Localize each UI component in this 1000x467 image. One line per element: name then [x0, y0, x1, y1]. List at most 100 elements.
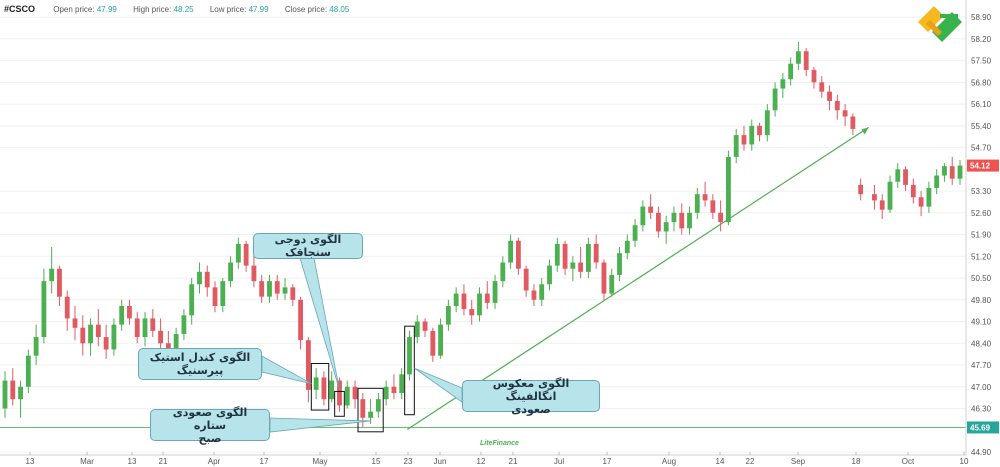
candle-body-106 — [827, 91, 832, 101]
morning-star-pattern-box — [357, 387, 384, 433]
y-tick-13: 49.80 — [971, 296, 992, 305]
x-tick-14: Aug — [662, 457, 676, 466]
candle-20 — [158, 318, 163, 350]
doji-pattern-box — [334, 390, 345, 417]
candle-39 — [305, 337, 311, 403]
candle-28 — [220, 278, 226, 313]
candle-body-85 — [663, 222, 669, 232]
candle-body-31 — [243, 243, 249, 266]
price-tag-bg-7 — [967, 159, 999, 172]
candle-body-63 — [492, 281, 498, 303]
y-axis-background — [966, 0, 1000, 467]
candle-64 — [500, 256, 506, 288]
candle-24 — [189, 278, 195, 325]
candle-body-88 — [687, 212, 692, 229]
candle-body-18 — [142, 318, 148, 338]
candle-83 — [648, 194, 654, 220]
candle-58 — [453, 287, 459, 313]
candle-body-94 — [733, 135, 739, 157]
candle-body-99 — [772, 88, 778, 111]
candle-106 — [827, 85, 832, 111]
x-tick-4: Apr — [208, 457, 221, 466]
candle-body-19 — [150, 318, 156, 331]
candle-97 — [757, 122, 762, 142]
engulfing-callout: الگوی معکوس انگالفینگ صعودی — [462, 377, 600, 416]
candle-79 — [617, 246, 622, 282]
candle-47 — [368, 399, 374, 425]
candle-88 — [687, 206, 692, 235]
y-tick-11: 51.20 — [971, 252, 992, 261]
candle-66 — [515, 237, 521, 275]
candle-body-107 — [834, 100, 840, 111]
candle-18 — [142, 312, 148, 347]
candles-group — [2, 41, 963, 428]
candle-body-47 — [368, 411, 374, 418]
candle-body-67 — [523, 268, 529, 291]
candle-body-108 — [842, 110, 848, 117]
candle-body-7 — [57, 268, 62, 297]
candle-body-20 — [158, 330, 163, 344]
ohlc-header: #CSCO Open price: 47.99 High price: 48.2… — [4, 4, 357, 14]
open-label: Open price: — [53, 5, 95, 14]
candle-91 — [710, 194, 716, 220]
candle-80 — [624, 234, 630, 260]
candle-103 — [803, 48, 809, 77]
candle-body-35 — [274, 281, 280, 294]
candle-body-30 — [235, 243, 241, 263]
symbol-label: #CSCO — [4, 4, 36, 14]
x-tick-7: 15 — [372, 457, 381, 466]
candle-body-73 — [570, 262, 576, 269]
candle-122 — [957, 160, 963, 185]
candle-86 — [671, 206, 677, 232]
x-tick-1: Mar — [80, 457, 94, 466]
candle-body-77 — [601, 262, 607, 294]
candle-body-8 — [64, 296, 70, 319]
candle-111 — [872, 184, 877, 210]
candle-40 — [313, 368, 319, 400]
candle-45 — [352, 380, 358, 409]
candle-68 — [531, 284, 537, 306]
doji-callout: الگوی دوجی سنجاقک — [253, 233, 363, 259]
morning-star-callout: الگوی صعودی ستاره صبح — [150, 406, 270, 445]
candle-body-50 — [391, 386, 397, 393]
candle-121 — [949, 156, 955, 185]
candle-53 — [414, 315, 420, 344]
x-tick-12: Jul — [554, 457, 564, 466]
candle-29 — [228, 256, 233, 288]
x-tick-3: 21 — [159, 457, 168, 466]
candle-body-80 — [624, 240, 630, 254]
candle-15 — [119, 299, 125, 331]
y-tick-6: 54.70 — [971, 144, 992, 153]
candle-35 — [274, 274, 280, 300]
high-value: 48.25 — [173, 5, 194, 14]
candle-34 — [267, 274, 272, 303]
y-tick-1: 58.20 — [971, 35, 992, 44]
candle-body-38 — [298, 299, 304, 341]
candle-body-101 — [788, 63, 794, 80]
close-value: 48.05 — [329, 5, 350, 14]
low-value: 47.99 — [248, 5, 269, 14]
candle-body-23 — [181, 315, 187, 334]
candle-body-82 — [640, 206, 646, 226]
candle-body-78 — [609, 274, 615, 294]
candle-body-33 — [259, 281, 265, 297]
candle-54 — [422, 318, 428, 338]
candle-body-79 — [617, 253, 622, 275]
candle-body-100 — [780, 79, 786, 89]
candle-85 — [663, 215, 669, 244]
candle-99 — [772, 82, 778, 117]
candle-19 — [150, 309, 156, 338]
candle-body-1 — [10, 380, 16, 400]
x-tick-13: 17 — [603, 457, 612, 466]
candle-8 — [64, 290, 70, 331]
y-tick-4: 56.10 — [971, 100, 992, 109]
y-tick-17: 47.00 — [971, 383, 992, 392]
candle-94 — [733, 128, 739, 164]
candle-69 — [539, 278, 545, 306]
candle-93 — [726, 150, 731, 226]
y-tick-12: 50.50 — [971, 274, 992, 283]
candle-96 — [749, 119, 755, 151]
candle-body-109 — [850, 116, 856, 129]
candle-body-111 — [872, 194, 877, 201]
